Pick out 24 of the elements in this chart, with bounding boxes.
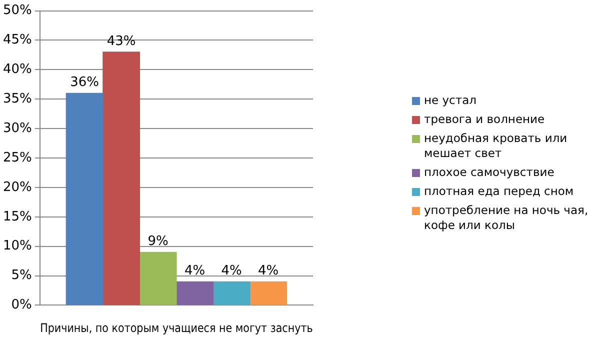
legend-label: неудобная кровать или мешает свет (424, 131, 568, 161)
y-tick-label: 0% (11, 298, 32, 313)
data-label: 4% (184, 264, 206, 279)
legend-label: не устал (424, 93, 476, 108)
legend-label: употребление на ночь чая, кофе или колы (424, 203, 590, 233)
data-label: 43% (106, 34, 136, 49)
x-axis-title: Причины, по которым учащиеся не могут заснуть (40, 321, 313, 336)
y-tick-label: 40% (2, 62, 32, 78)
data-label: 4% (258, 264, 279, 279)
y-tick-label: 20% (2, 180, 32, 195)
y-tick-label: 50% (2, 3, 32, 18)
data-label: 9% (148, 234, 168, 250)
legend-label: плохое самочувствие (424, 165, 554, 180)
y-tick-label: 30% (2, 120, 32, 136)
data-label: 36% (70, 75, 100, 90)
y-tick-label: 15% (2, 209, 32, 224)
y-tick-label: 5% (11, 268, 32, 284)
y-tick-label: 10% (2, 238, 32, 254)
legend-label: плотная еда перед сном (424, 184, 574, 199)
y-tick-label: 45% (2, 32, 32, 48)
y-tick-label: 25% (2, 150, 32, 166)
y-tick-label: 35% (2, 91, 32, 106)
legend-label: тревога и волнение (424, 112, 545, 127)
data-label: 4% (221, 264, 242, 279)
